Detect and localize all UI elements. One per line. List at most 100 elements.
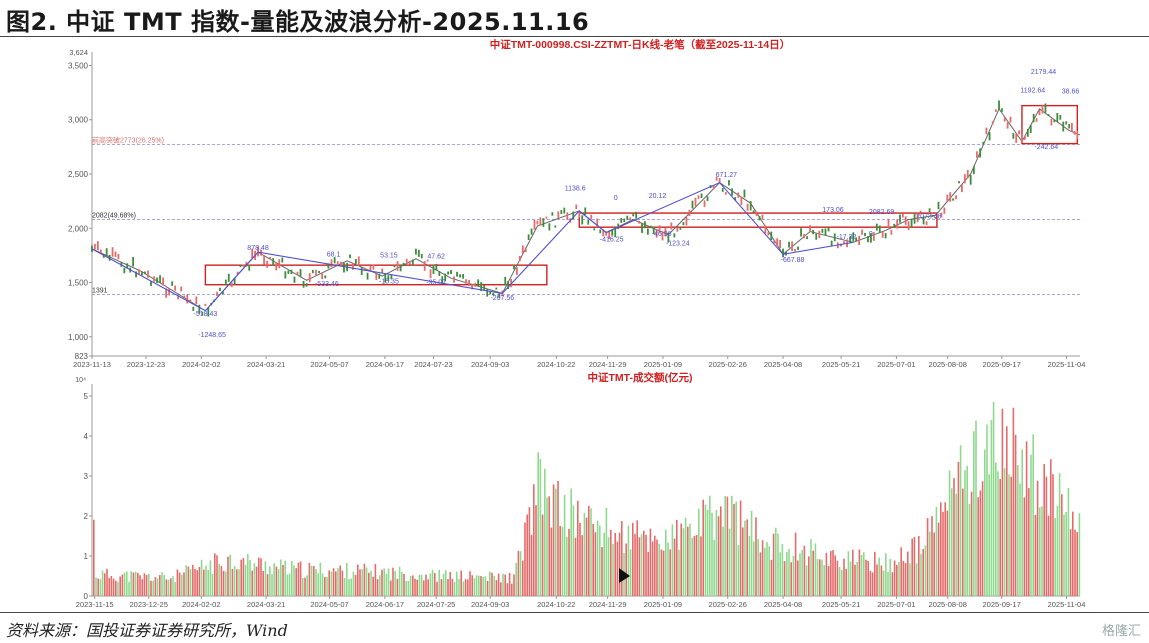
volume-bar bbox=[830, 551, 832, 596]
volume-x-tick-label: 2023-11-15 bbox=[76, 600, 114, 609]
volume-bar bbox=[462, 581, 465, 596]
volume-bar bbox=[667, 542, 669, 596]
volume-bar bbox=[585, 517, 588, 596]
volume-bar bbox=[148, 573, 150, 596]
volume-bar bbox=[341, 570, 344, 596]
price-x-tick-label: 2025-04-08 bbox=[764, 360, 802, 369]
price-x-tick-label: 2025-11-04 bbox=[1048, 360, 1086, 369]
price-candle bbox=[1009, 116, 1012, 123]
volume-bar bbox=[845, 568, 847, 596]
volume-bar bbox=[568, 529, 570, 596]
volume-bar bbox=[255, 566, 258, 596]
volume-x-tick-label: 2025-01-09 bbox=[644, 600, 682, 609]
price-candle bbox=[673, 233, 676, 238]
price-wave-annotation: 20.12 bbox=[649, 193, 667, 200]
volume-bar bbox=[880, 565, 883, 596]
volume-bar bbox=[852, 549, 854, 596]
price-candle bbox=[275, 262, 278, 271]
volume-bar bbox=[304, 577, 306, 596]
volume-bar bbox=[526, 514, 528, 596]
volume-bar bbox=[425, 574, 427, 596]
volume-bar bbox=[948, 470, 951, 596]
price-candle bbox=[770, 231, 773, 241]
volume-bar bbox=[319, 562, 322, 596]
volume-bar bbox=[1054, 518, 1056, 596]
price-wave-annotation: -17.32 bbox=[837, 234, 857, 241]
volume-bar bbox=[733, 503, 735, 596]
price-candle bbox=[399, 264, 402, 272]
price-candle bbox=[1062, 121, 1065, 132]
price-wave-annotation: -533.46 bbox=[315, 281, 339, 288]
price-candle bbox=[706, 196, 709, 202]
price-candle bbox=[453, 276, 455, 283]
volume-bar bbox=[759, 552, 762, 596]
volume-bar bbox=[357, 564, 359, 596]
price-x-tick-label: 2024-06-17 bbox=[366, 360, 404, 369]
price-candle bbox=[450, 269, 452, 275]
volume-bar bbox=[442, 573, 445, 596]
volume-y-tick-label: 5 bbox=[84, 392, 89, 401]
volume-bar bbox=[383, 568, 385, 596]
volume-bar bbox=[381, 569, 383, 596]
price-candle bbox=[644, 221, 646, 229]
volume-bar bbox=[583, 512, 586, 596]
price-candle bbox=[646, 228, 649, 235]
volume-bar bbox=[253, 563, 256, 596]
volume-bar bbox=[236, 569, 238, 596]
volume-bar bbox=[984, 449, 986, 596]
volume-bar bbox=[449, 572, 451, 596]
price-candle bbox=[773, 239, 776, 244]
volume-bar bbox=[599, 525, 601, 596]
volume-bar bbox=[1052, 474, 1054, 596]
price-y-tick-label: 3,500 bbox=[68, 61, 89, 70]
volume-bar bbox=[746, 519, 748, 596]
volume-bar bbox=[904, 563, 907, 596]
volume-bar bbox=[986, 424, 988, 596]
price-x-tick-label: 2025-05-21 bbox=[822, 360, 860, 369]
price-candle bbox=[471, 284, 474, 290]
volume-bar bbox=[559, 526, 561, 596]
price-wave-annotation: -518.43 bbox=[194, 311, 218, 318]
volume-bar bbox=[849, 561, 852, 596]
volume-bar bbox=[579, 522, 581, 596]
price-wave-annotation: 0 bbox=[614, 195, 618, 202]
volume-bar bbox=[933, 532, 935, 596]
source-note: 资料来源：国投证券证券研究所，Wind bbox=[6, 621, 288, 640]
volume-bar bbox=[286, 574, 289, 596]
volume-bar bbox=[647, 551, 649, 596]
volume-bar bbox=[1008, 474, 1010, 596]
volume-bar bbox=[515, 562, 517, 596]
price-candle bbox=[183, 295, 186, 299]
volume-bar bbox=[401, 571, 403, 596]
price-x-tick-label: 2025-02-26 bbox=[709, 360, 747, 369]
volume-bar bbox=[326, 576, 328, 596]
volume-bar bbox=[493, 576, 495, 596]
volume-bar bbox=[453, 582, 456, 596]
volume-bar bbox=[244, 564, 247, 596]
price-candle bbox=[141, 272, 143, 276]
volume-bar bbox=[680, 523, 682, 596]
volume-bar bbox=[354, 574, 357, 596]
price-candle bbox=[204, 303, 207, 306]
price-candle bbox=[896, 219, 899, 229]
price-candle bbox=[477, 279, 480, 287]
price-candle bbox=[441, 276, 444, 283]
price-candle bbox=[649, 225, 652, 229]
volume-bar bbox=[495, 580, 498, 596]
volume-bar bbox=[645, 534, 647, 596]
price-candle bbox=[685, 216, 688, 226]
volume-bar bbox=[174, 581, 176, 596]
volume-bar bbox=[467, 579, 469, 596]
volume-x-tick-label: 2024-10-22 bbox=[537, 600, 575, 609]
volume-bar bbox=[1003, 468, 1006, 596]
price-candle bbox=[533, 219, 536, 230]
price-candle bbox=[94, 243, 96, 250]
volume-bar bbox=[988, 474, 990, 596]
price-candle bbox=[438, 271, 441, 276]
price-candle bbox=[1003, 117, 1006, 122]
price-candle bbox=[1047, 114, 1050, 117]
price-candle bbox=[251, 248, 254, 258]
price-candle bbox=[114, 251, 117, 258]
price-candle bbox=[381, 268, 384, 274]
volume-bar bbox=[117, 581, 119, 596]
